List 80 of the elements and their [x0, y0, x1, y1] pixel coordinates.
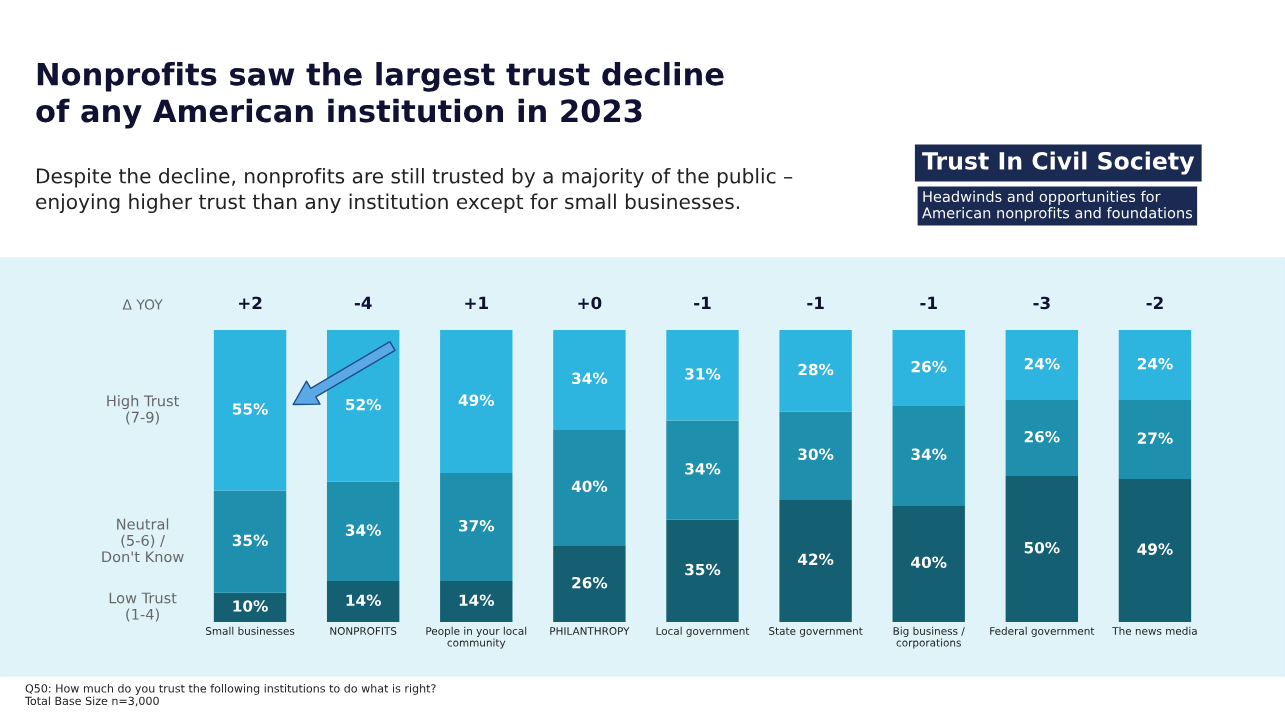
bar [666, 330, 739, 421]
data-label: 35% [685, 563, 721, 576]
data-label: 52% [346, 398, 381, 411]
text: Neutral (5-6) / Don't Know [102, 518, 184, 563]
bar [440, 473, 513, 582]
x-tick-label: The news media [1112, 626, 1197, 635]
data-label: 40% [911, 556, 947, 569]
data-label: 34% [572, 372, 608, 385]
bar [892, 330, 965, 406]
text: Δ YOY [122, 299, 163, 310]
x-tick-label: Local government [656, 626, 750, 637]
bar [1005, 330, 1079, 401]
bar [666, 420, 739, 520]
text: High Trust (7-9) [107, 395, 179, 425]
x-tick-label: People in your local community [426, 626, 527, 649]
bar [1118, 478, 1192, 622]
data-label: 34% [685, 463, 721, 475]
data-label: 34% [345, 524, 381, 536]
bar [666, 519, 739, 622]
bar [326, 581, 400, 622]
x-tick-label: PHILANTHROPY [550, 627, 630, 635]
text: -1 [807, 296, 824, 310]
text: -1 [694, 296, 711, 310]
bar [892, 405, 965, 506]
x-tick-label: NONPROFITS [330, 627, 397, 635]
text: Q50: How much do you trust the following institutions to do what is right? Total Base Size n=3,000 [24, 684, 436, 707]
text: +2 [239, 296, 262, 310]
data-label: 14% [346, 594, 381, 606]
chart-title: Nonprofits saw the largest trust decline of any American institution in 2023 [36, 62, 724, 129]
bar [326, 481, 400, 582]
bar [1118, 330, 1192, 401]
bar [553, 546, 626, 622]
data-label: 24% [1024, 357, 1060, 370]
data-label: 49% [458, 394, 495, 406]
text: -3 [1033, 296, 1050, 310]
data-label: 28% [798, 363, 834, 376]
text: Trust In Civil Society [922, 151, 1195, 175]
data-label: 34% [911, 448, 947, 460]
data-label: 10% [233, 600, 268, 612]
data-label: 49% [1137, 543, 1173, 555]
text: Headwinds and opportunities for American nonprofits and foundations [922, 190, 1193, 222]
text: +1 [465, 296, 488, 310]
data-label: 30% [798, 448, 834, 460]
bar [213, 592, 287, 622]
bar [779, 499, 852, 622]
x-tick-label: State government [769, 627, 863, 637]
data-label: 40% [571, 480, 608, 493]
bar [440, 581, 513, 622]
text: -4 [354, 296, 372, 310]
bar [1005, 400, 1079, 476]
x-tick-label: Federal government [990, 626, 1095, 637]
text: -2 [1146, 296, 1163, 310]
bar [213, 330, 287, 491]
bar [1005, 476, 1079, 622]
data-label: 42% [798, 553, 834, 566]
data-label: 37% [459, 519, 495, 532]
data-label: 26% [911, 360, 947, 373]
data-label: 24% [1137, 357, 1173, 370]
bar [213, 490, 287, 593]
data-label: 35% [232, 534, 268, 547]
text: Low Trust (1-4) [109, 592, 177, 622]
bar [892, 505, 965, 622]
data-label: 14% [459, 594, 495, 606]
text: +0 [578, 296, 602, 310]
chart-subtitle: Despite the decline, nonprofits are still trusted by a majority of the public – enjoying higher trust than any institution except for small businesses. [36, 168, 793, 214]
x-tick-label: Big business / corporations [893, 626, 965, 649]
data-label: 31% [685, 368, 721, 380]
bar [779, 330, 852, 412]
text: -1 [920, 296, 937, 310]
data-label: 26% [572, 576, 608, 589]
data-label: 55% [232, 403, 268, 415]
data-label: 27% [1137, 432, 1173, 444]
data-label: 26% [1024, 430, 1060, 443]
x-tick-label: Small businesses [206, 626, 295, 635]
bar [779, 411, 852, 500]
bar [440, 330, 513, 474]
bar [553, 330, 626, 430]
bar [553, 429, 626, 547]
data-label: 50% [1024, 541, 1060, 554]
bar [1118, 400, 1192, 479]
